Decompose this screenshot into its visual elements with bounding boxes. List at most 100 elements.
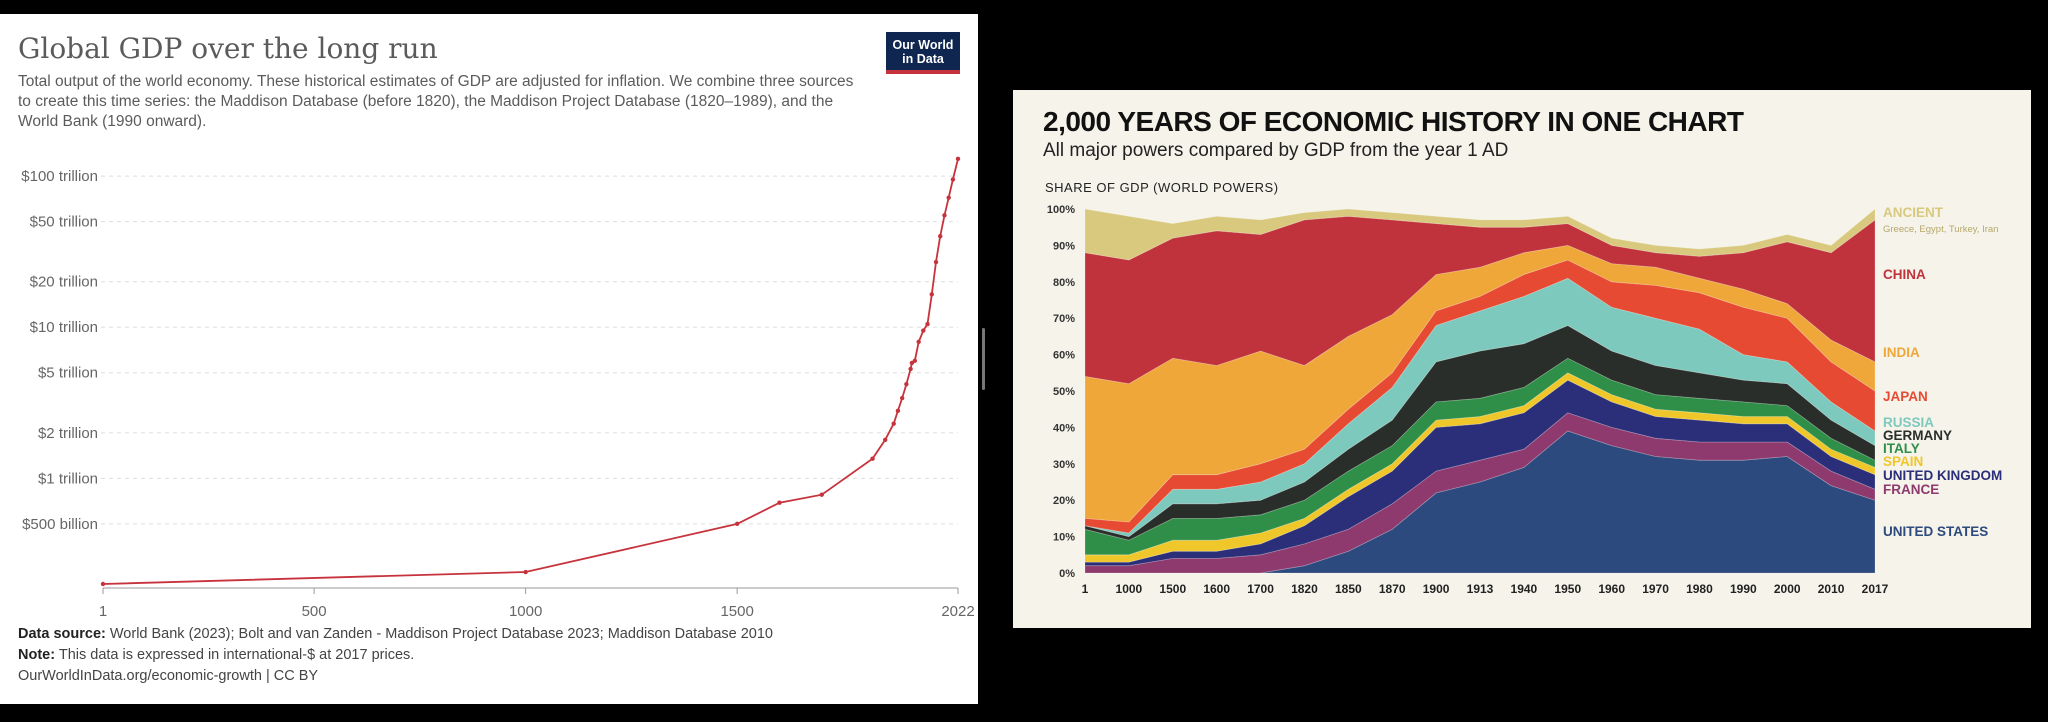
owid-data-point[interactable] (899, 395, 905, 401)
econ-x-tick-label: 1600 (1203, 582, 1230, 596)
legend-united-states: UNITED STATES (1883, 524, 1988, 539)
econ-x-tick-label: 1970 (1642, 582, 1669, 596)
owid-logo-line2: in Data (902, 52, 944, 66)
legend-france: FRANCE (1883, 482, 1939, 497)
owid-data-point[interactable] (523, 569, 528, 575)
area-japan (1084, 259, 1876, 534)
econ-y-tick-label: 50% (1053, 386, 1075, 398)
owid-data-point[interactable] (942, 213, 947, 218)
owid-x-tick-label: 1000 (509, 603, 542, 620)
owid-logo[interactable]: Our World in Data (886, 32, 960, 74)
econ-x-tick-label: 1700 (1247, 582, 1274, 596)
owid-data-point[interactable] (950, 177, 956, 182)
econ-y-tick-label: 60% (1053, 350, 1075, 362)
econ-x-tick-label: 2010 (1818, 582, 1845, 596)
owid-data-point[interactable] (777, 500, 782, 505)
owid-data-point[interactable] (946, 195, 951, 200)
econ-axis-title: SHARE OF GDP (WORLD POWERS) (1045, 180, 1279, 195)
econ-y-tick-label: 10% (1053, 532, 1075, 544)
econ-x-tick-label: 1 (1082, 582, 1089, 596)
econ-x-tick-label: 1980 (1686, 582, 1713, 596)
owid-data-point[interactable] (908, 366, 913, 372)
econ-y-tick-label: 40% (1053, 422, 1075, 434)
econ-stacked-area-chart: 0% 10% 20% 30% 40% 50% 60% 70% 80% 90% 100% 1 1000 15… (1047, 204, 2002, 596)
econ-y-tick-label: 0% (1059, 568, 1075, 580)
owid-data-point[interactable] (904, 381, 909, 387)
econ-x-tick-label: 1913 (1467, 582, 1494, 596)
owid-note-text: This data is expressed in international-… (58, 647, 415, 663)
owid-y-tick-label: $50 trillion (30, 214, 98, 231)
owid-data-point[interactable] (891, 421, 896, 426)
econ-x-tick-label: 1000 (1116, 582, 1143, 596)
owid-logo-line1: Our World (892, 38, 954, 52)
legend-united-kingdom: UNITED KINGDOM (1883, 468, 2002, 483)
legend-china: CHINA (1883, 267, 1926, 282)
owid-data-point[interactable] (734, 521, 740, 527)
legend-india: INDIA (1883, 345, 1920, 360)
owid-data-point[interactable] (955, 156, 961, 162)
owid-data-point[interactable] (938, 234, 943, 239)
area-china (1084, 215, 1876, 385)
econ-y-tick-label: 90% (1053, 240, 1075, 252)
econ-x-tick-label: 1870 (1379, 582, 1406, 596)
econ-x-tick-label: 1850 (1335, 582, 1362, 596)
econ-history-panel: 2,000 YEARS OF ECONOMIC HISTORY IN ONE C… (1013, 90, 2031, 628)
econ-y-tick-label: 30% (1053, 459, 1075, 471)
legend-russia: RUSSIA (1883, 415, 1934, 430)
owid-chart-title: Global GDP over the long run (18, 32, 438, 65)
owid-note: Note: This data is expressed in internat… (18, 647, 414, 663)
owid-data-point[interactable] (929, 292, 934, 297)
owid-url[interactable]: OurWorldInData.org/economic-growth | CC … (18, 668, 319, 684)
owid-y-tick-label: $2 trillion (38, 425, 98, 442)
econ-x-tick-label: 2017 (1862, 582, 1889, 596)
area-russia (1084, 277, 1876, 538)
owid-data-point[interactable] (912, 358, 918, 363)
owid-data-point[interactable] (883, 437, 888, 442)
owid-data-point[interactable] (895, 408, 901, 413)
econ-chart-title: 2,000 YEARS OF ECONOMIC HISTORY IN ONE C… (1043, 106, 1744, 137)
legend-spain: SPAIN (1883, 454, 1923, 469)
owid-chart-subtitle: Total output of the world economy. These… (18, 73, 854, 130)
owid-y-tick-label: $1 trillion (38, 470, 98, 487)
owid-data-point[interactable] (870, 456, 875, 461)
owid-x-tick-label: 500 (302, 603, 327, 620)
owid-y-tick-label: $100 trillion (21, 168, 98, 185)
owid-data-point[interactable] (100, 581, 106, 587)
owid-panel: Global GDP over the long run Total outpu… (0, 14, 978, 704)
legend-ancient-note: Greece, Egypt, Turkey, Iran (1883, 224, 1998, 235)
legend-italy: ITALY (1883, 441, 1920, 456)
owid-data-source-text: World Bank (2023); Bolt and van Zanden -… (109, 626, 773, 642)
owid-x-tick-label: 2022 (941, 603, 974, 620)
econ-x-tick-label: 1960 (1598, 582, 1625, 596)
econ-x-tick-label: 1500 (1159, 582, 1186, 596)
owid-x-tick-label: 1500 (720, 603, 753, 620)
legend-japan: JAPAN (1883, 389, 1928, 404)
owid-data-point[interactable] (819, 492, 824, 497)
econ-x-tick-label: 1940 (1511, 582, 1538, 596)
owid-x-tick-label: 1 (99, 603, 107, 620)
owid-line-chart: $100 trillion $50 trillion $20 trillion $10… (21, 156, 975, 620)
owid-data-point[interactable] (933, 259, 939, 265)
owid-data-point[interactable] (916, 339, 921, 345)
owid-data-point[interactable] (921, 328, 926, 333)
econ-x-tick-label: 1950 (1554, 582, 1581, 596)
panel-divider-handle[interactable] (982, 328, 985, 390)
econ-y-tick-label: 100% (1047, 204, 1075, 216)
owid-y-tick-label: $10 trillion (30, 319, 98, 336)
owid-y-tick-label: $500 billion (22, 516, 98, 533)
owid-data-source: Data source: World Bank (2023); Bolt and… (18, 626, 773, 642)
owid-y-tick-label: $20 trillion (30, 274, 98, 291)
econ-chart-subtitle: All major powers compared by GDP from th… (1043, 140, 1509, 161)
econ-y-tick-label: 70% (1053, 313, 1075, 325)
legend-ancient: ANCIENT (1883, 205, 1944, 220)
owid-note-label: Note: (18, 647, 56, 663)
legend-germany: GERMANY (1883, 428, 1952, 443)
area-ancient (1084, 208, 1876, 261)
econ-y-tick-label: 80% (1053, 277, 1075, 289)
econ-x-tick-label: 1820 (1291, 582, 1318, 596)
owid-gdp-line (102, 158, 959, 585)
owid-y-tick-label: $5 trillion (38, 365, 98, 382)
owid-data-point[interactable] (925, 321, 930, 327)
owid-data-source-label: Data source: (18, 626, 106, 642)
econ-x-tick-label: 2000 (1774, 582, 1801, 596)
